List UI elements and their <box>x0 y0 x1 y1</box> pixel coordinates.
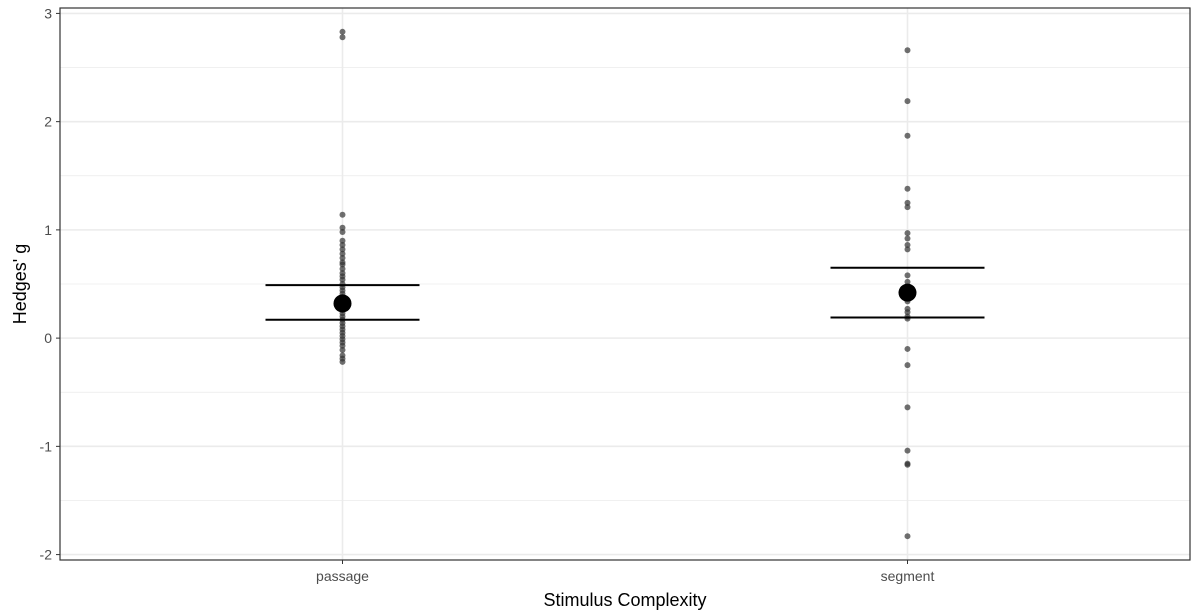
y-axis-title: Hedges' g <box>10 244 30 325</box>
grid-lines <box>60 8 1190 560</box>
data-point <box>904 404 911 411</box>
data-point <box>339 250 346 257</box>
data-point <box>904 461 911 468</box>
data-point <box>904 185 911 192</box>
data-point <box>904 230 911 237</box>
data-point <box>904 533 911 540</box>
data-point <box>339 255 346 262</box>
y-tick-label: 1 <box>44 222 52 238</box>
data-point <box>339 276 346 283</box>
data-point <box>339 347 346 354</box>
data-point <box>904 447 911 454</box>
mean-point <box>333 294 352 313</box>
data-point <box>904 309 911 316</box>
y-tick-label: 2 <box>44 114 52 130</box>
data-point <box>339 261 346 268</box>
axes: -2 -1 0 1 2 3 passage segment <box>40 5 935 584</box>
data-point <box>339 342 346 349</box>
data-point <box>904 235 911 242</box>
data-point <box>904 242 911 249</box>
data-point <box>904 132 911 139</box>
data-point <box>904 345 911 352</box>
data-point <box>339 237 346 244</box>
summary-markers <box>265 266 985 321</box>
y-tick-label: 3 <box>44 5 52 21</box>
panel-border <box>59 7 1191 561</box>
data-point <box>339 358 346 365</box>
data-point <box>339 265 346 272</box>
y-tick-label: 0 <box>44 330 52 346</box>
y-tick-label: -2 <box>40 547 53 563</box>
data-point <box>339 28 346 35</box>
data-point <box>904 47 911 54</box>
x-tick-label: passage <box>316 568 369 584</box>
data-point <box>904 315 911 322</box>
data-point <box>339 211 346 218</box>
data-point <box>904 204 911 211</box>
data-point <box>339 34 346 41</box>
data-point <box>339 229 346 236</box>
data-point <box>904 98 911 105</box>
x-tick-label: segment <box>881 568 935 584</box>
data-point <box>904 272 911 279</box>
data-point <box>904 278 911 285</box>
data-point <box>904 362 911 369</box>
data-point <box>904 199 911 206</box>
data-point <box>339 224 346 231</box>
data-point <box>339 242 346 249</box>
data-point <box>339 246 346 253</box>
x-axis-title: Stimulus Complexity <box>543 590 706 610</box>
data-point <box>904 246 911 253</box>
mean-point <box>898 283 917 302</box>
y-tick-label: -1 <box>40 438 53 454</box>
